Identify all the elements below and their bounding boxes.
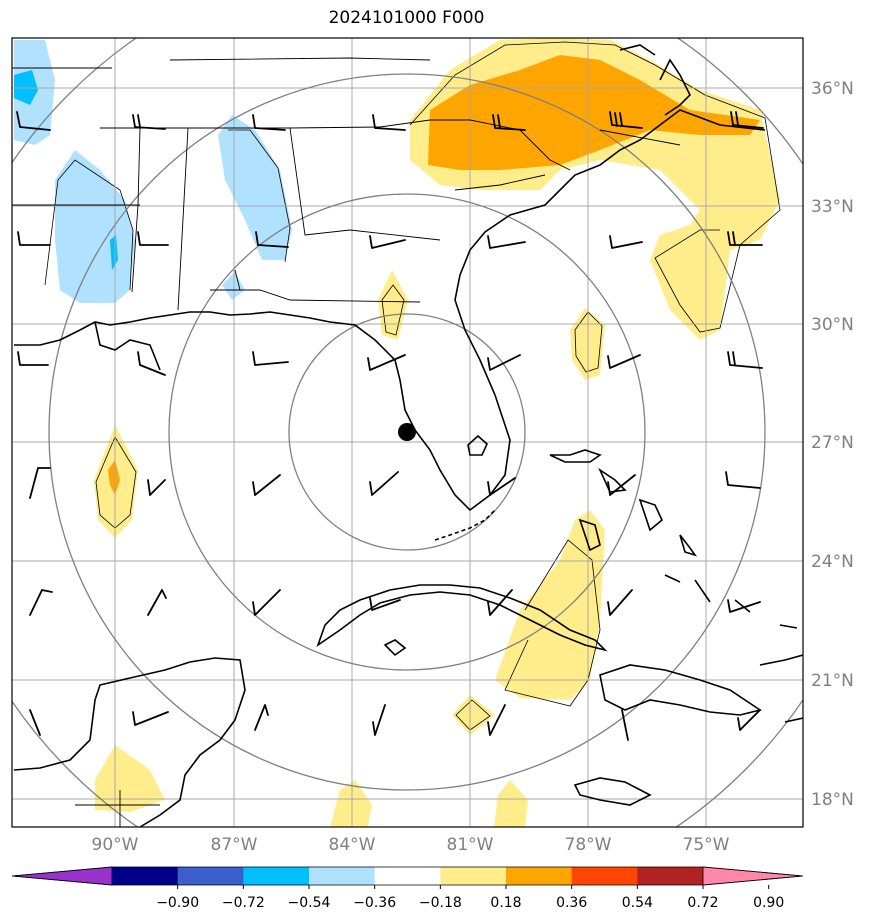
lat-label: 24°N [811, 552, 854, 572]
lon-label: 81°W [447, 835, 494, 855]
colorbar-segment [112, 867, 179, 885]
map-frame [11, 37, 804, 828]
lat-labels: 36°N 33°N 30°N 27°N 24°N 21°N 18°N [811, 79, 854, 810]
colorbar-tick-label: 0.54 [622, 895, 653, 911]
lat-label: 27°N [811, 433, 854, 453]
colorbar-segment [374, 867, 441, 885]
colorbar-tick-label: 0.90 [753, 895, 784, 911]
colorbar-segment [440, 867, 507, 885]
colorbar-extend-high [702, 866, 804, 886]
colorbar-tick-label: 0.36 [556, 895, 587, 911]
colorbar-segment [506, 867, 573, 885]
colorbar-tick-label: 0.72 [687, 895, 718, 911]
contour-lines [44, 41, 781, 731]
colorbar-tick-label: −0.72 [222, 895, 265, 911]
colorbar-segment [243, 867, 310, 885]
colorbar-tick-label: −0.36 [353, 895, 396, 911]
wind-barbs [16, 111, 764, 741]
graticule [12, 38, 803, 827]
coastlines [13, 44, 803, 827]
colorbar-tick-label: −0.90 [156, 895, 199, 911]
lon-label: 75°W [683, 835, 730, 855]
lon-label: 90°W [92, 835, 139, 855]
lat-label: 18°N [811, 790, 854, 810]
colorbar-segment [637, 867, 704, 885]
lon-label: 87°W [211, 835, 258, 855]
colorbar-segment [177, 867, 244, 885]
colorbar-outline [11, 866, 804, 886]
lon-labels: 90°W 87°W 84°W 81°W 78°W 75°W [92, 835, 730, 855]
colorbar-segment [309, 867, 376, 885]
lat-label: 30°N [811, 315, 854, 335]
lat-label: 33°N [811, 197, 854, 217]
lon-label: 78°W [565, 835, 612, 855]
colorbar-segment [571, 867, 638, 885]
colorbar: −0.90 −0.72 −0.54 −0.36 −0.18 0.18 0.36 0.54 0.7… [11, 866, 804, 911]
center-marker [398, 423, 416, 441]
lon-label: 84°W [329, 835, 376, 855]
colorbar-tick-label: −0.54 [288, 895, 331, 911]
colorbar-extend-low [11, 866, 113, 886]
lat-label: 21°N [811, 671, 854, 691]
colorbar-tick-label: −0.18 [419, 895, 462, 911]
lat-label: 36°N [811, 79, 854, 99]
map-title: 2024101000 F000 [328, 8, 485, 28]
colorbar-tick-label: 0.18 [490, 895, 521, 911]
